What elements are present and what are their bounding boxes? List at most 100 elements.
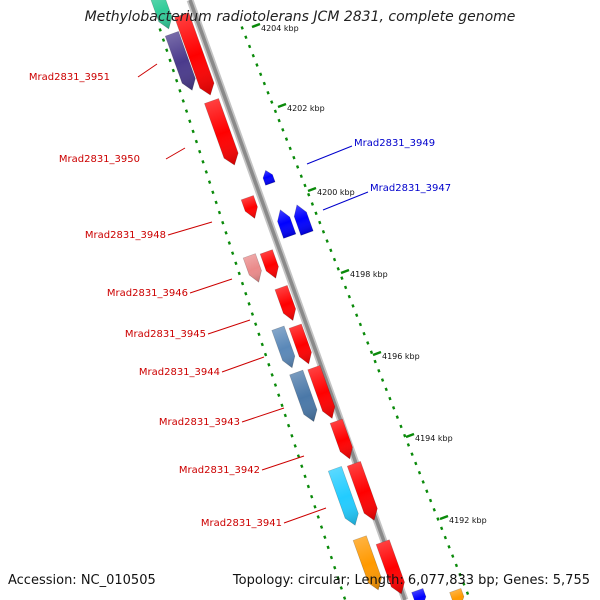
gene-arrow-shade — [411, 588, 426, 600]
gene-arrow — [174, 12, 215, 96]
ruler-dot-inner — [161, 38, 166, 42]
ruler-dot-inner — [333, 565, 337, 570]
ruler-dot-outer — [432, 507, 436, 512]
ruler-dot-inner — [198, 149, 202, 154]
gene-arrow-shade — [307, 365, 335, 419]
ruler-dot-inner — [247, 302, 251, 306]
gene-label-leader — [165, 147, 186, 160]
gene-label: Mrad2831_3949 — [354, 138, 435, 149]
ruler-dot-inner — [204, 170, 208, 174]
ruler-dot-inner — [326, 545, 330, 550]
kbp-tick-label: 4200 kbp — [317, 188, 355, 197]
gene-arrow — [375, 539, 405, 595]
ruler-dot-inner — [319, 525, 324, 529]
ruler-dot-inner — [158, 28, 162, 32]
ruler-dot-outer — [436, 517, 440, 521]
ruler-dot-outer — [281, 128, 285, 132]
ruler-dot-outer — [295, 165, 300, 169]
gene-arrow — [329, 418, 353, 460]
ruler-dot-outer — [347, 294, 351, 299]
ruler-dot-outer — [332, 257, 337, 262]
ruler-dot-outer — [307, 192, 311, 197]
gene-arrow — [240, 195, 258, 219]
gene-arrow — [327, 466, 359, 526]
gene-arrow-shade — [376, 539, 405, 594]
ruler-dot-outer — [458, 572, 462, 577]
ruler-dot-inner — [290, 433, 294, 438]
ruler-dot-inner — [267, 362, 271, 367]
ruler-dot-outer — [266, 90, 270, 95]
ruler-dot-outer — [403, 433, 407, 438]
gene-arrow — [352, 535, 382, 591]
ruler-dot-outer — [380, 378, 385, 382]
ruler-dot-inner — [224, 231, 228, 235]
kbp-tick — [307, 186, 317, 193]
ruler-dot-outer — [465, 591, 470, 596]
ruler-dot-outer — [340, 276, 344, 280]
gene-label-leader — [241, 407, 285, 423]
gene-label: Mrad2831_3944 — [139, 367, 220, 378]
gene-label-leader — [283, 507, 327, 524]
kbp-tick — [372, 350, 382, 357]
gene-label-leader — [189, 278, 233, 294]
ruler-dot-outer — [425, 489, 429, 494]
gene-arrow-shade — [243, 253, 262, 283]
ruler-dot-inner — [194, 139, 199, 144]
gene-arrow — [307, 365, 336, 419]
ruler-dot-inner — [217, 210, 222, 215]
ruler-dot-outer — [369, 350, 374, 355]
ruler-dot-inner — [175, 78, 179, 83]
topology-summary: Topology: circular; Length: 6,077,833 bp… — [232, 573, 590, 588]
kbp-tick — [439, 514, 449, 521]
ruler-dot-inner — [227, 241, 231, 245]
ruler-dot-inner — [270, 373, 274, 377]
kbp-tick — [277, 102, 287, 109]
kbp-tick — [251, 22, 261, 29]
ruler-dot-outer — [447, 545, 451, 549]
ruler-dot-inner — [188, 119, 192, 124]
accession-text: Accession: NC_010505 — [8, 573, 156, 588]
ruler-dot-inner — [310, 494, 314, 499]
ruler-dot-inner — [273, 383, 278, 387]
ruler-dot-outer — [384, 387, 388, 392]
gene-label: Mrad2831_3951 — [29, 72, 110, 83]
gene-arrow — [242, 253, 262, 283]
ruler-dot-outer — [240, 26, 244, 30]
gene-label: Mrad2831_3946 — [107, 288, 188, 299]
ruler-dot-outer — [362, 331, 366, 336]
ruler-dot-outer — [377, 368, 381, 373]
ruler-dot-outer — [336, 267, 340, 271]
ruler-dot-inner — [296, 454, 301, 458]
ruler-dot-inner — [234, 261, 238, 266]
gene-arrow — [346, 461, 378, 521]
gene-label-leader — [207, 319, 251, 335]
genome-title: Methylobacterium radiotolerans JCM 2831,… — [84, 9, 516, 25]
gene-arrow-shade — [260, 249, 279, 279]
ruler-dot-outer — [388, 396, 392, 401]
ruler-dot-outer — [262, 81, 266, 86]
ruler-dot-outer — [421, 480, 425, 484]
ruler-dot-outer — [391, 406, 396, 410]
ruler-dot-outer — [414, 461, 418, 466]
ruler-dot-inner — [237, 271, 241, 276]
gene-label-leader — [221, 356, 265, 373]
ruler-dot-outer — [440, 526, 444, 531]
gene-arrow-shade — [174, 12, 215, 96]
ruler-dot-inner — [277, 393, 281, 398]
ruler-dot-outer — [358, 322, 363, 327]
ruler-dot-inner — [313, 504, 317, 509]
gene-label-leader — [322, 191, 369, 211]
gene-arrow-shade — [328, 466, 359, 526]
ruler-dot-outer — [255, 63, 259, 67]
gene-arrow-shade — [241, 195, 258, 219]
ruler-dot-outer — [399, 424, 403, 429]
gene-arrow — [288, 323, 312, 365]
ruler-dot-outer — [247, 44, 252, 49]
ruler-dot-outer — [451, 554, 455, 558]
ruler-dot-inner — [207, 180, 212, 184]
ruler-dot-outer — [273, 109, 278, 114]
ruler-dot-inner — [336, 575, 340, 580]
ruler-dot-inner — [260, 342, 264, 347]
ruler-dot-outer — [443, 535, 447, 540]
